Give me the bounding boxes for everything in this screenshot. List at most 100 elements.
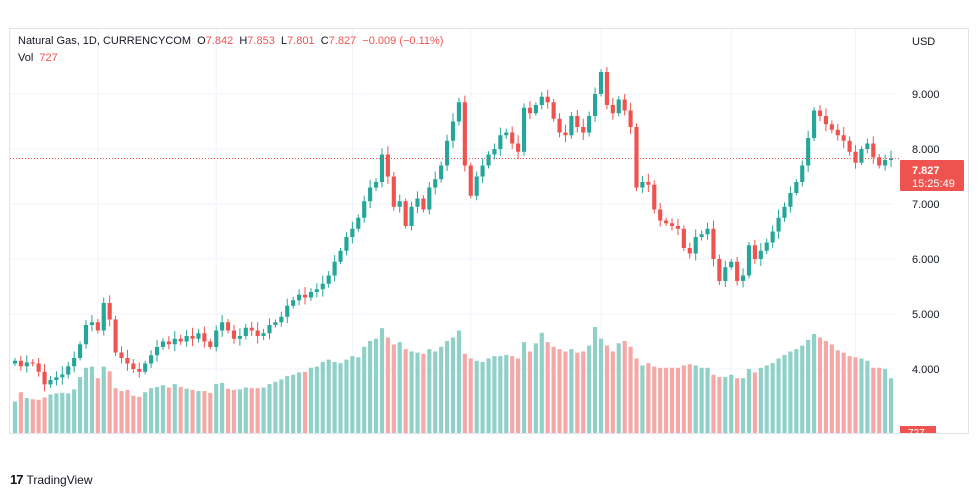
symbol-label[interactable]: Natural Gas, 1D, CURRENCYCOM bbox=[18, 35, 191, 47]
candle-body bbox=[113, 319, 118, 353]
volume-bar bbox=[338, 363, 343, 433]
volume-bar bbox=[616, 343, 621, 433]
ohlc-legend: Natural Gas, 1D, CURRENCYCOM O7.842 H7.8… bbox=[18, 35, 443, 47]
volume-bar bbox=[521, 342, 527, 433]
volume-bar bbox=[385, 337, 390, 433]
candle-body bbox=[764, 242, 769, 251]
volume-bar bbox=[764, 365, 769, 433]
volume-bar bbox=[516, 358, 521, 433]
change-value: −0.009 (−0.11%) bbox=[362, 35, 444, 47]
last-price-badge: 7.827 15:25:49 bbox=[900, 160, 964, 191]
volume-bar bbox=[658, 367, 663, 433]
tradingview-logo[interactable]: 17 TradingView bbox=[10, 472, 93, 487]
candle-body bbox=[373, 182, 379, 188]
volume-bar bbox=[829, 344, 834, 433]
volume-bar bbox=[859, 358, 864, 433]
volume-bar bbox=[18, 392, 23, 433]
candle-body bbox=[551, 102, 556, 119]
volume-bar bbox=[740, 378, 746, 433]
volume-label[interactable]: Vol bbox=[18, 52, 34, 64]
volume-bar bbox=[421, 353, 426, 433]
volume-bar bbox=[545, 342, 550, 433]
volume-bar bbox=[297, 372, 302, 433]
candle-body bbox=[504, 132, 509, 136]
candle-body bbox=[36, 363, 41, 372]
candle-body bbox=[42, 371, 47, 385]
volume-bar bbox=[823, 340, 828, 433]
volume-bar bbox=[237, 389, 242, 433]
volume-bar bbox=[332, 361, 337, 433]
candle-body bbox=[338, 250, 343, 262]
price-axis[interactable]: 4.000 5.000 6.000 7.000 8.000 9.000 bbox=[912, 89, 940, 376]
volume-bar bbox=[575, 352, 580, 433]
volume-bar bbox=[125, 389, 130, 433]
volume-bar bbox=[835, 350, 840, 433]
volume-bar bbox=[723, 377, 728, 433]
candle-body bbox=[225, 322, 231, 331]
low-value: 7.801 bbox=[287, 35, 315, 47]
volume-bar bbox=[12, 401, 18, 433]
candle-body bbox=[539, 96, 544, 105]
volume-value: 727 bbox=[39, 52, 58, 64]
volume-bar bbox=[581, 351, 586, 433]
volume-bar bbox=[320, 361, 325, 433]
candle-body bbox=[693, 237, 698, 254]
low-label: L bbox=[280, 35, 288, 47]
volume-bar bbox=[214, 384, 219, 433]
candle-body bbox=[468, 165, 473, 196]
candle-body bbox=[320, 283, 325, 290]
candle-body bbox=[888, 158, 894, 160]
candle-body bbox=[178, 338, 183, 342]
y-tick-label: 7.000 bbox=[912, 199, 940, 211]
volume-bar bbox=[255, 388, 260, 433]
candle-body bbox=[634, 127, 639, 188]
volume-bar bbox=[462, 353, 467, 433]
volume-bar bbox=[107, 371, 112, 433]
candle-body bbox=[592, 94, 598, 116]
candle-body bbox=[415, 198, 420, 207]
candle-body bbox=[154, 347, 160, 356]
candle-body bbox=[646, 182, 651, 185]
volume-bar bbox=[592, 327, 598, 433]
volume-bar bbox=[60, 392, 65, 433]
volume-bar bbox=[391, 344, 396, 433]
volume-bar bbox=[83, 367, 89, 433]
candle-body bbox=[871, 143, 876, 158]
volume-bar bbox=[302, 371, 308, 433]
volume-bar bbox=[291, 374, 296, 433]
volume-bar bbox=[628, 346, 633, 433]
volume-bar bbox=[877, 367, 882, 433]
candle-body bbox=[823, 116, 828, 125]
volume-bar bbox=[456, 330, 461, 433]
volume-bar bbox=[267, 384, 272, 433]
candle-body bbox=[622, 99, 627, 111]
candle-body bbox=[356, 217, 361, 229]
volume-bar bbox=[190, 389, 195, 433]
open-label: O bbox=[197, 35, 206, 47]
volume-bar bbox=[729, 374, 734, 433]
candle-body bbox=[486, 154, 491, 166]
volume-bar bbox=[379, 328, 385, 433]
candle-body bbox=[527, 107, 533, 114]
candle-body bbox=[841, 135, 846, 141]
candle-body bbox=[462, 102, 467, 166]
candle-body bbox=[297, 294, 302, 301]
candle-body bbox=[362, 201, 367, 218]
candle-body bbox=[877, 157, 882, 166]
candle-body bbox=[445, 140, 450, 166]
candle-body bbox=[214, 330, 219, 347]
candle-body bbox=[480, 165, 485, 177]
candle-body bbox=[640, 182, 645, 188]
candle-body bbox=[125, 358, 130, 364]
candle-body bbox=[758, 250, 763, 259]
volume-bar bbox=[350, 356, 355, 433]
volume-bar bbox=[865, 360, 870, 433]
bar-countdown: 15:25:49 bbox=[912, 178, 955, 190]
volume-bar bbox=[445, 340, 450, 433]
volume-bar bbox=[587, 345, 592, 433]
candle-body bbox=[865, 143, 870, 149]
candle-body bbox=[421, 198, 426, 210]
volume-bar bbox=[598, 338, 604, 433]
